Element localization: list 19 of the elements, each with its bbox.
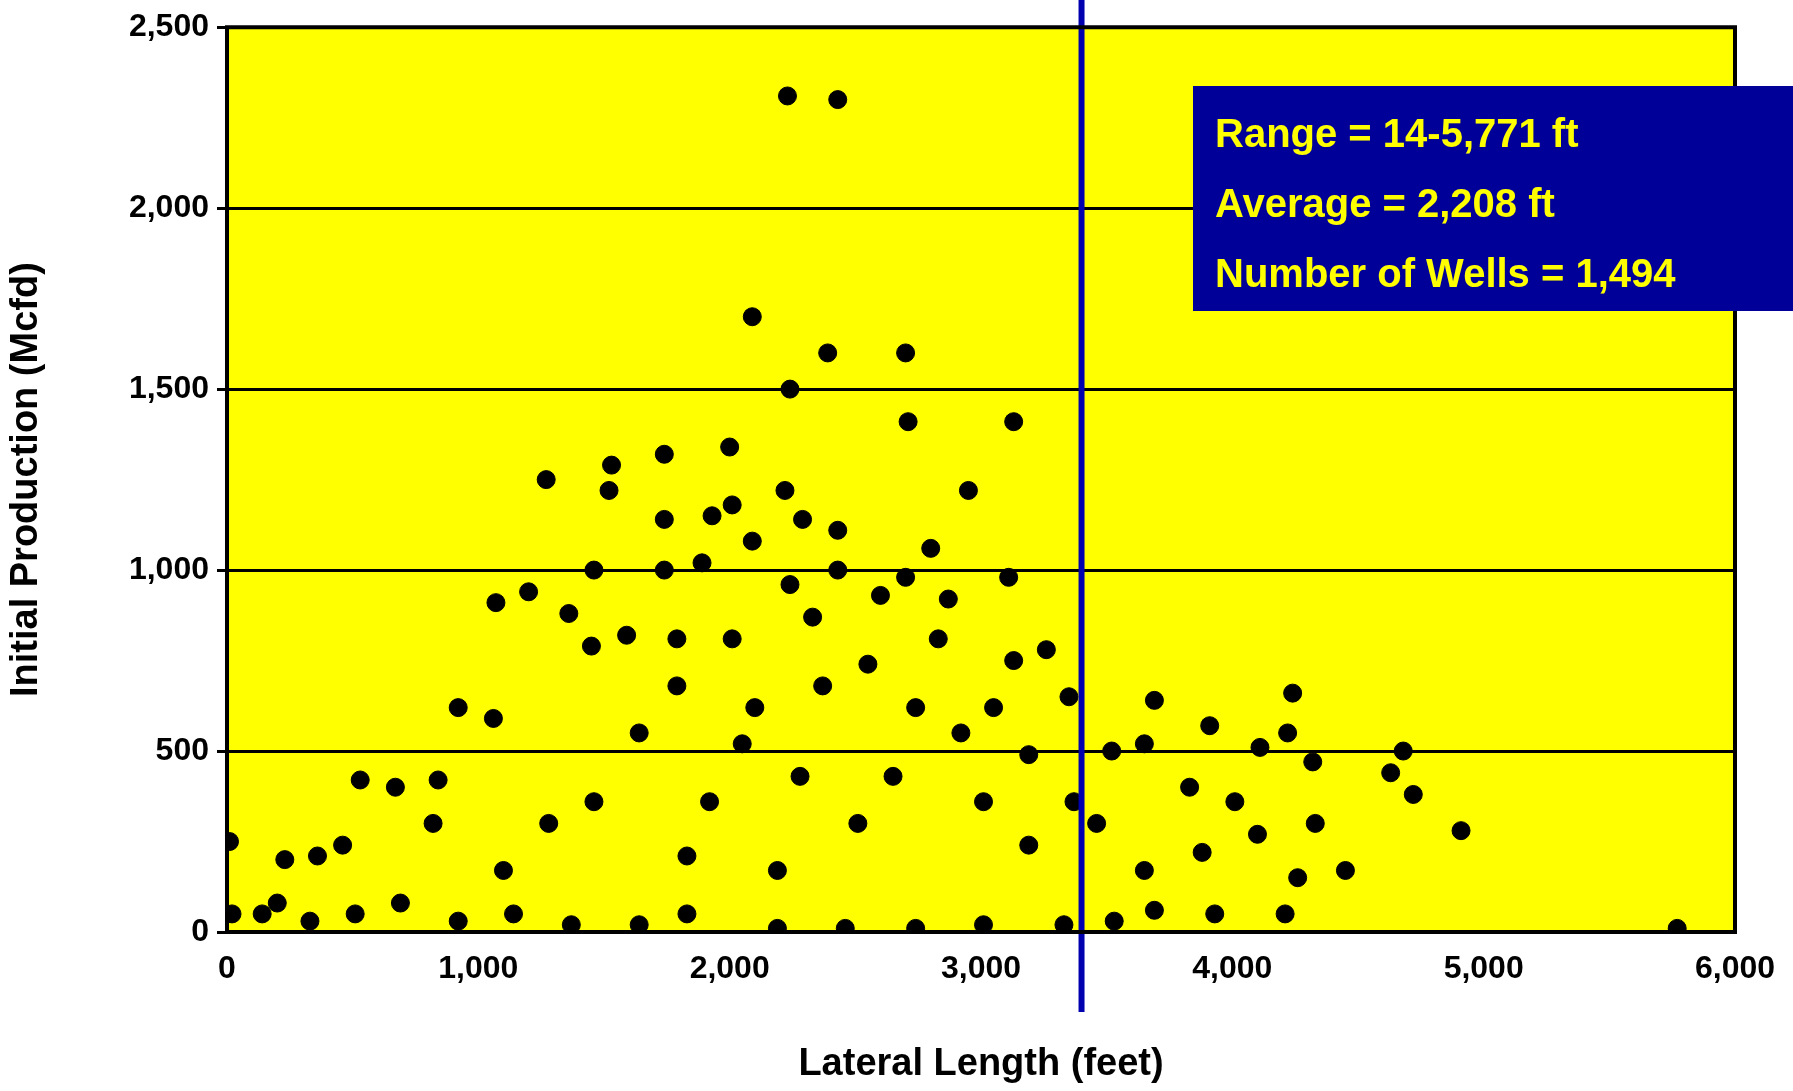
x-tick-label: 0 — [218, 949, 236, 986]
annotation: Range = 14-5,771 ft — [1215, 110, 1580, 157]
y-tick-label: 0 — [191, 911, 209, 948]
x-axis-title: Lateral Length (feet) — [798, 1040, 1164, 1083]
y-tick-label: 2,500 — [128, 7, 209, 44]
text-box: Range = 14-5,771 ft Average = 2,208 ft Number of Wells = 1,494 — [1193, 86, 1793, 311]
x-tick-label: 3,000 — [940, 949, 1022, 986]
y-tick-label: 2,000 — [128, 187, 209, 224]
x-tick-label: 5,000 — [1443, 949, 1524, 986]
annotation: Average = 2,208 ft — [1215, 180, 1556, 227]
x-tick-label: 1,000 — [438, 949, 519, 986]
annotation: Number of Wells = 1,494 — [1215, 250, 1677, 297]
y-axis-title: Initial Production (Mcfd) — [3, 262, 46, 698]
x-tick-label: 4,000 — [1192, 949, 1273, 986]
y-tick-label: 1,000 — [128, 549, 209, 586]
x-tick-label: 2,000 — [689, 949, 770, 986]
y-tick-label: 1,500 — [128, 368, 209, 405]
y-tick-label: 500 — [155, 730, 209, 767]
x-tick-label: 6,000 — [1694, 949, 1776, 986]
